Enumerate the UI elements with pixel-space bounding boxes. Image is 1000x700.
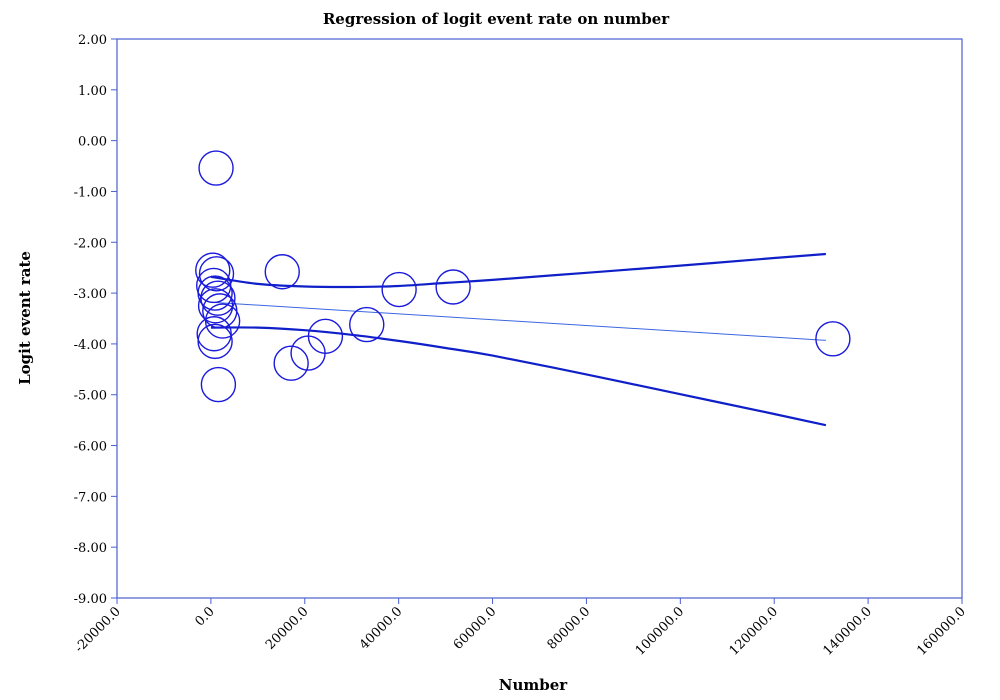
data-point bbox=[307, 318, 344, 354]
ci-upper-curve bbox=[210, 252, 826, 289]
data-point bbox=[815, 321, 851, 357]
ci-lower-curve bbox=[210, 326, 827, 427]
y-tick-label: -1.00 bbox=[74, 185, 107, 200]
x-tick-label: -20000.0 bbox=[72, 604, 124, 656]
regression-line bbox=[210, 301, 826, 341]
data-point bbox=[197, 323, 233, 360]
confidence-interval-curves bbox=[210, 252, 827, 427]
data-point bbox=[381, 271, 417, 308]
x-tick-label: 100000.0 bbox=[633, 604, 687, 658]
data-point bbox=[435, 269, 471, 305]
regression-line-layer bbox=[210, 301, 826, 341]
x-tick-label: 0.0 bbox=[192, 604, 217, 629]
study-points bbox=[195, 150, 851, 403]
chart-title: Regression of logit event rate on number bbox=[323, 10, 670, 28]
y-tick-label: -5.00 bbox=[74, 389, 107, 404]
y-tick-label: -6.00 bbox=[74, 440, 107, 455]
x-tick-label: 80000.0 bbox=[545, 604, 594, 653]
data-point bbox=[200, 366, 237, 403]
data-point bbox=[195, 252, 231, 288]
y-tick-label: -3.00 bbox=[74, 287, 107, 302]
x-axis-title: Number bbox=[499, 676, 569, 694]
data-point bbox=[196, 267, 232, 304]
y-axis: 2.00 1.00 0.00 -1.00 -2.00 -3.00 -4.00 -5.00 -6.… bbox=[74, 33, 117, 607]
x-tick-label: 120000.0 bbox=[727, 604, 781, 658]
y-tick-label: -2.00 bbox=[74, 236, 107, 251]
data-point bbox=[197, 288, 234, 324]
x-tick-label: 40000.0 bbox=[357, 604, 406, 653]
data-point bbox=[198, 150, 234, 186]
x-tick-label: 160000.0 bbox=[914, 604, 968, 658]
data-point bbox=[197, 275, 233, 311]
plot-area bbox=[116, 38, 963, 599]
y-tick-label: -8.00 bbox=[74, 541, 107, 556]
x-tick-label: 20000.0 bbox=[263, 604, 312, 653]
x-axis: -20000.0 0.0 20000.0 40000.0 60000.0 80000.0 1… bbox=[72, 598, 969, 659]
y-tick-label: 1.00 bbox=[78, 84, 107, 99]
data-point bbox=[273, 345, 309, 381]
y-tick-label: -7.00 bbox=[74, 490, 107, 505]
data-point bbox=[349, 306, 385, 343]
y-axis-title: Logit event rate bbox=[16, 251, 34, 385]
y-tick-label: -9.00 bbox=[74, 592, 107, 607]
y-tick-label: 0.00 bbox=[78, 135, 107, 150]
x-tick-label: 60000.0 bbox=[451, 604, 500, 653]
data-point bbox=[264, 254, 300, 290]
x-tick-label: 140000.0 bbox=[820, 604, 874, 658]
y-tick-label: 2.00 bbox=[78, 33, 107, 48]
data-point bbox=[196, 316, 232, 352]
data-point bbox=[204, 303, 241, 339]
y-tick-label: -4.00 bbox=[74, 338, 107, 353]
data-point bbox=[198, 256, 235, 292]
